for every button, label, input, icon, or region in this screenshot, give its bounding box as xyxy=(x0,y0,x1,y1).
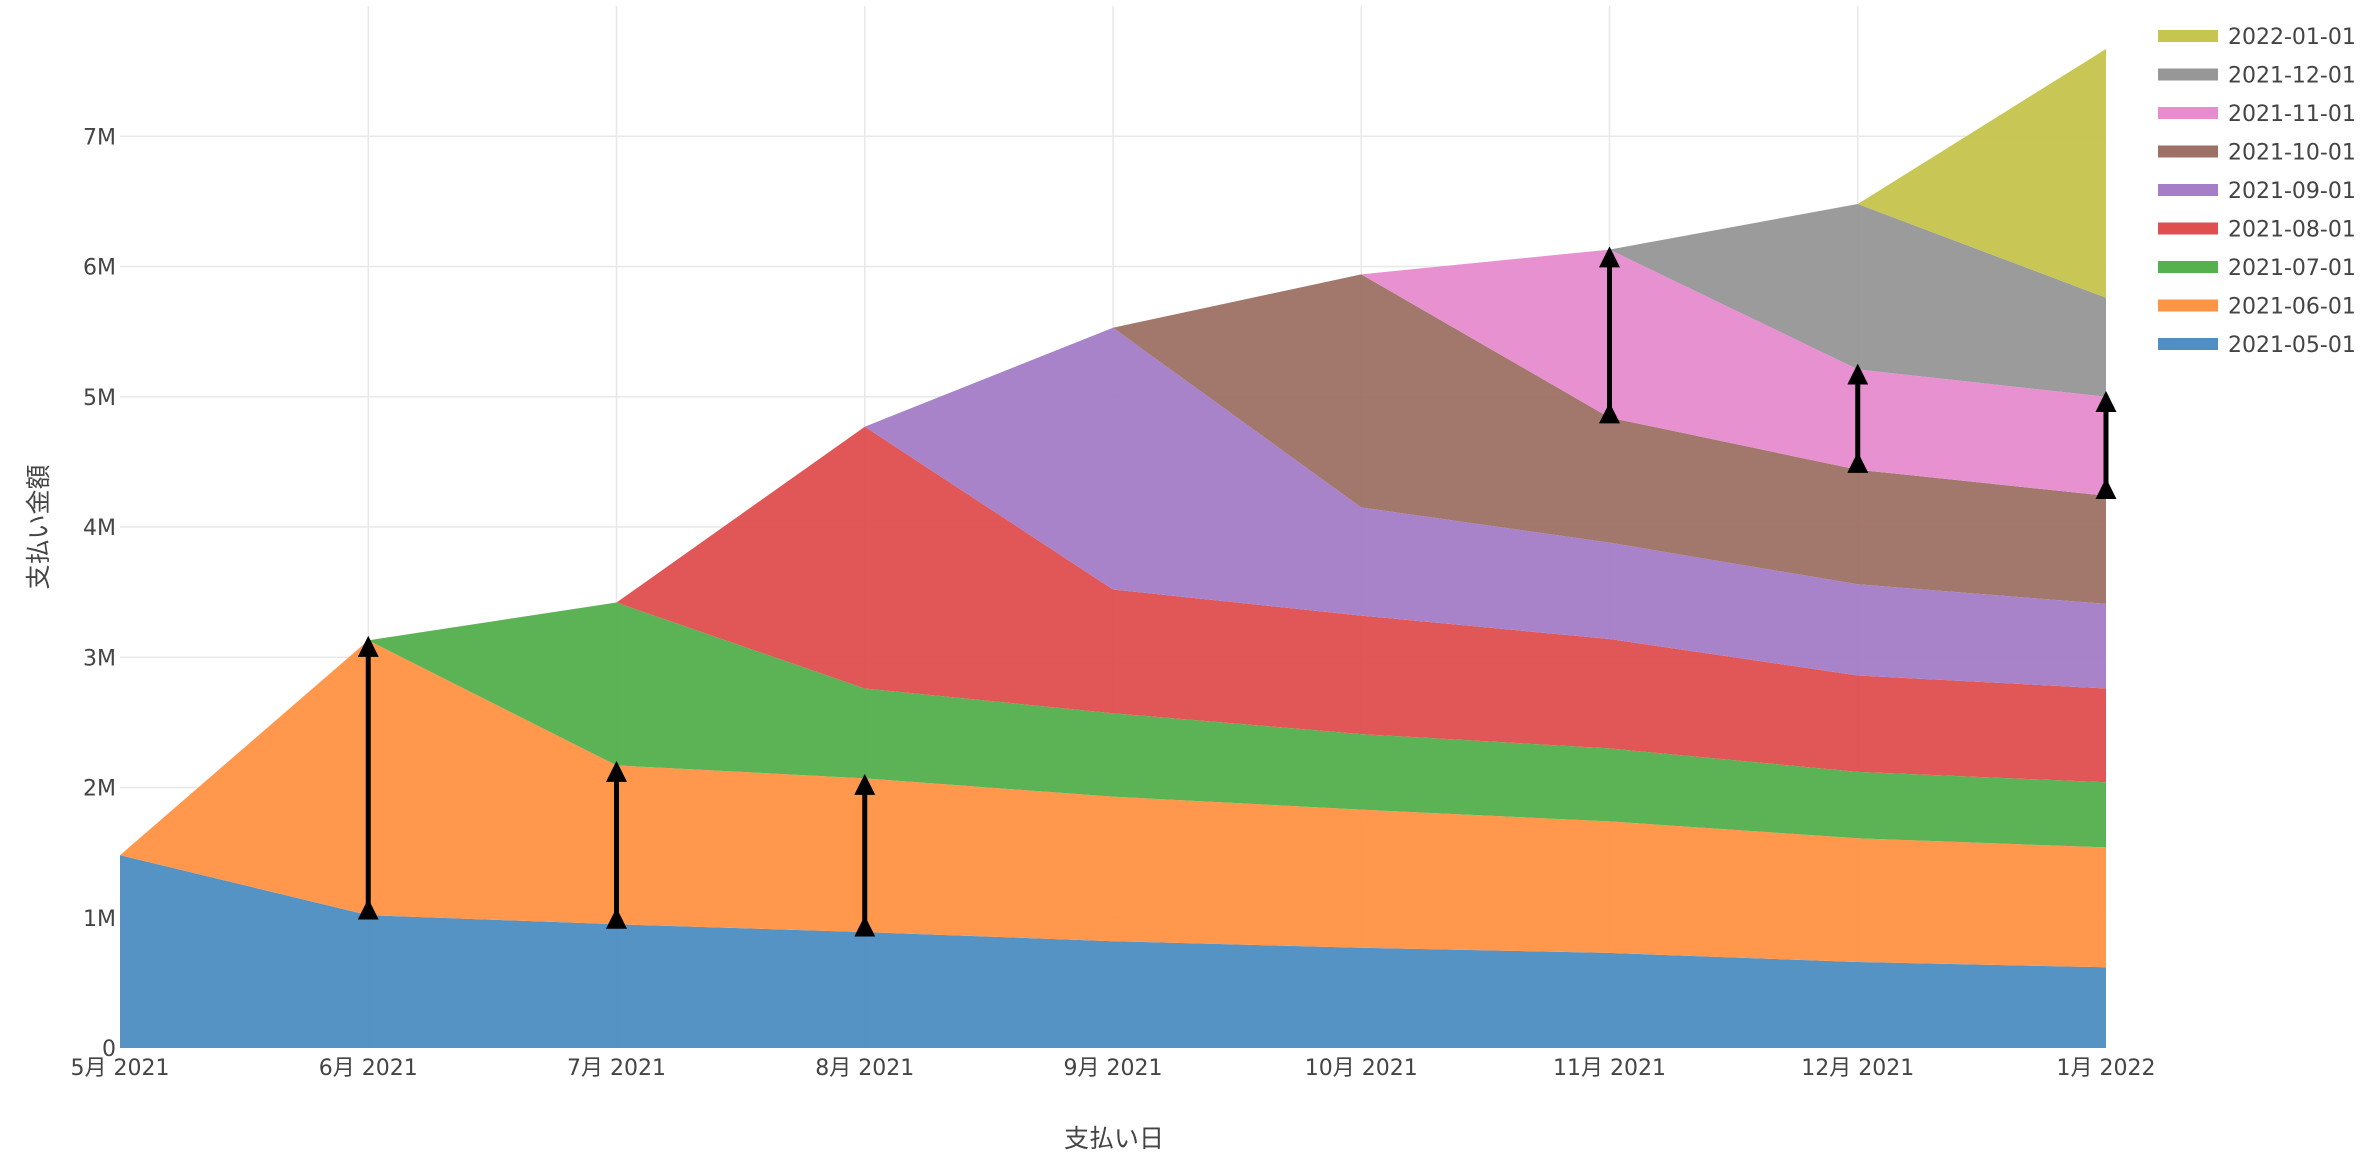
area-series-2022-01-01 xyxy=(1857,48,2106,298)
legend-swatch xyxy=(2158,184,2218,196)
x-tick-label: 7月 2021 xyxy=(567,1056,666,1081)
area-series-2021-05-01 xyxy=(120,855,2106,1048)
y-tick-label: 1M xyxy=(83,907,116,932)
x-tick-label: 9月 2021 xyxy=(1064,1056,1163,1081)
x-tick-label: 11月 2021 xyxy=(1553,1056,1666,1081)
area-series-2021-12-01 xyxy=(1609,203,2106,397)
x-tick-label: 5月 2021 xyxy=(71,1056,170,1081)
y-tick-label: 3M xyxy=(83,646,116,671)
annotation-arrows xyxy=(357,246,2117,937)
legend-label: 2022-01-01 xyxy=(2228,25,2356,50)
legend-swatch xyxy=(2158,222,2218,235)
area-series-2021-10-01 xyxy=(1113,274,2106,604)
y-tick-label: 2M xyxy=(83,777,116,802)
x-axis-title: 支払い日 xyxy=(1064,1124,1164,1153)
legend-swatch xyxy=(2158,145,2218,158)
legend-label: 2021-12-01 xyxy=(2228,64,2356,89)
legend-label: 2021-05-01 xyxy=(2228,333,2356,358)
legend: 2022-01-01 2021-12-01 2021-11-01 2021-10-01… xyxy=(2158,25,2356,358)
legend-label: 2021-09-01 xyxy=(2228,179,2356,204)
legend-label: 2021-08-01 xyxy=(2228,218,2356,243)
legend-swatch xyxy=(2158,261,2218,273)
legend-label: 2021-06-01 xyxy=(2228,295,2356,320)
area-series-2021-08-01 xyxy=(616,426,2106,783)
area-series-2021-11-01 xyxy=(1361,249,2106,496)
legend-label: 2021-10-01 xyxy=(2228,141,2356,166)
legend-swatch xyxy=(2158,299,2218,312)
y-tick-label: 6M xyxy=(83,256,116,281)
legend-label: 2021-11-01 xyxy=(2228,102,2356,127)
y-tick-label: 4M xyxy=(83,516,116,541)
area-series-2021-09-01 xyxy=(864,327,2106,689)
y-tick-label: 7M xyxy=(83,125,116,150)
x-tick-label: 10月 2021 xyxy=(1305,1056,1418,1081)
axes: 0 1M 2M 3M 4M 5M 6M 7M 5月 2021 6月 2021 7月 2021 8月 2… xyxy=(71,125,2156,1081)
x-tick-label: 8月 2021 xyxy=(815,1056,914,1081)
legend-label: 2021-07-01 xyxy=(2228,256,2356,281)
area-series-2021-07-01 xyxy=(368,602,2106,848)
x-tick-label: 12月 2021 xyxy=(1801,1056,1914,1081)
legend-swatch xyxy=(2158,30,2218,42)
x-tick-label: 1月 2022 xyxy=(2057,1056,2156,1081)
legend-swatch xyxy=(2158,338,2218,350)
x-tick-label: 6月 2021 xyxy=(319,1056,418,1081)
legend-swatch xyxy=(2158,68,2218,81)
y-tick-label: 0 xyxy=(102,1037,116,1062)
y-tick-label: 5M xyxy=(83,386,116,411)
legend-swatch xyxy=(2158,107,2218,119)
y-axis-title: 支払い金額 xyxy=(24,464,53,589)
